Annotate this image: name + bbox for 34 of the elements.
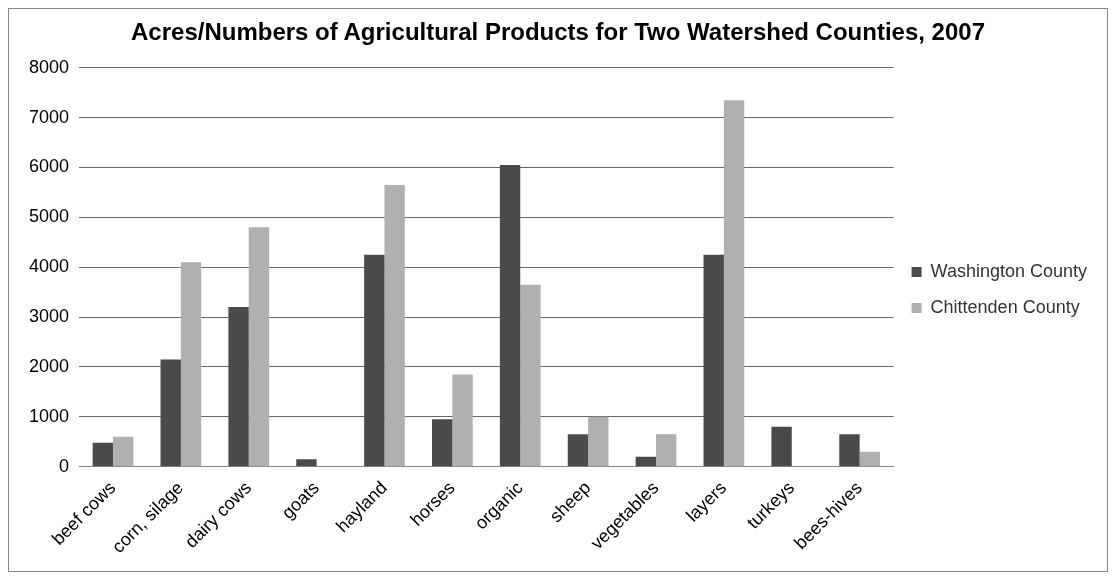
bar xyxy=(588,416,609,467)
bar xyxy=(656,434,677,467)
bar xyxy=(839,434,860,467)
bar xyxy=(160,359,181,467)
bar xyxy=(499,165,521,467)
bar xyxy=(771,426,792,467)
bar xyxy=(228,307,249,467)
y-tick-label: 1000 xyxy=(29,405,70,426)
bar xyxy=(432,419,453,467)
legend-label: Chittenden County xyxy=(930,296,1080,317)
y-tick-label: 0 xyxy=(59,455,70,476)
bar xyxy=(452,374,473,467)
chart-title: Acres/Numbers of Agricultural Products for Two Watershed Counties, 2007 xyxy=(131,18,985,46)
y-tick-label: 2000 xyxy=(29,355,70,376)
bar xyxy=(703,254,724,467)
bar xyxy=(92,442,113,467)
y-tick-label: 8000 xyxy=(29,56,70,77)
y-tick-label: 5000 xyxy=(29,206,70,227)
bar xyxy=(180,262,202,467)
bar xyxy=(567,434,589,467)
bar xyxy=(364,254,385,467)
bar xyxy=(248,227,270,467)
bar xyxy=(859,451,881,467)
y-tick-label: 4000 xyxy=(29,256,70,277)
legend-label: Washington County xyxy=(930,260,1087,281)
y-tick-label: 7000 xyxy=(29,106,70,127)
bar xyxy=(520,284,541,467)
y-tick-label: 6000 xyxy=(29,156,70,177)
bar xyxy=(296,459,317,467)
y-tick-label: 3000 xyxy=(29,306,70,327)
bar xyxy=(635,456,657,467)
bar xyxy=(384,184,405,467)
bar xyxy=(723,100,745,467)
bar xyxy=(112,436,134,467)
